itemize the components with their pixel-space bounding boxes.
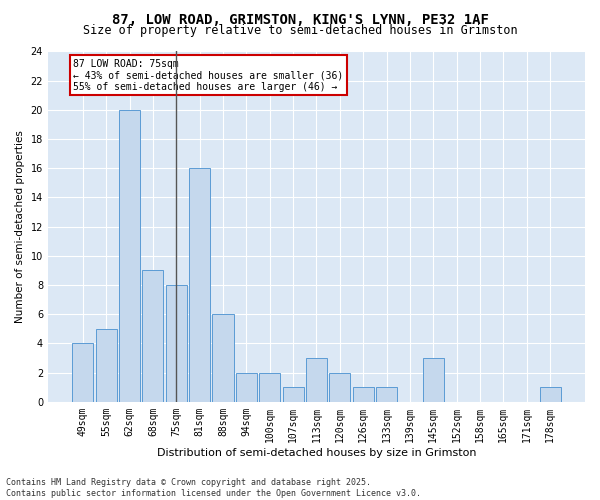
- Bar: [119, 110, 140, 402]
- Text: Size of property relative to semi-detached houses in Grimston: Size of property relative to semi-detach…: [83, 24, 517, 37]
- Y-axis label: Number of semi-detached properties: Number of semi-detached properties: [15, 130, 25, 323]
- Bar: [329, 372, 350, 402]
- Text: 87 LOW ROAD: 75sqm
← 43% of semi-detached houses are smaller (36)
55% of semi-de: 87 LOW ROAD: 75sqm ← 43% of semi-detache…: [73, 59, 344, 92]
- Text: Contains HM Land Registry data © Crown copyright and database right 2025.
Contai: Contains HM Land Registry data © Crown c…: [6, 478, 421, 498]
- X-axis label: Distribution of semi-detached houses by size in Grimston: Distribution of semi-detached houses by …: [157, 448, 476, 458]
- Bar: [306, 358, 327, 402]
- Bar: [376, 387, 397, 402]
- Bar: [189, 168, 210, 402]
- Bar: [283, 387, 304, 402]
- Bar: [259, 372, 280, 402]
- Bar: [212, 314, 233, 402]
- Bar: [166, 285, 187, 402]
- Bar: [353, 387, 374, 402]
- Bar: [95, 329, 117, 402]
- Bar: [73, 344, 94, 402]
- Bar: [142, 270, 163, 402]
- Bar: [423, 358, 444, 402]
- Bar: [539, 387, 560, 402]
- Text: 87, LOW ROAD, GRIMSTON, KING'S LYNN, PE32 1AF: 87, LOW ROAD, GRIMSTON, KING'S LYNN, PE3…: [112, 12, 488, 26]
- Bar: [236, 372, 257, 402]
